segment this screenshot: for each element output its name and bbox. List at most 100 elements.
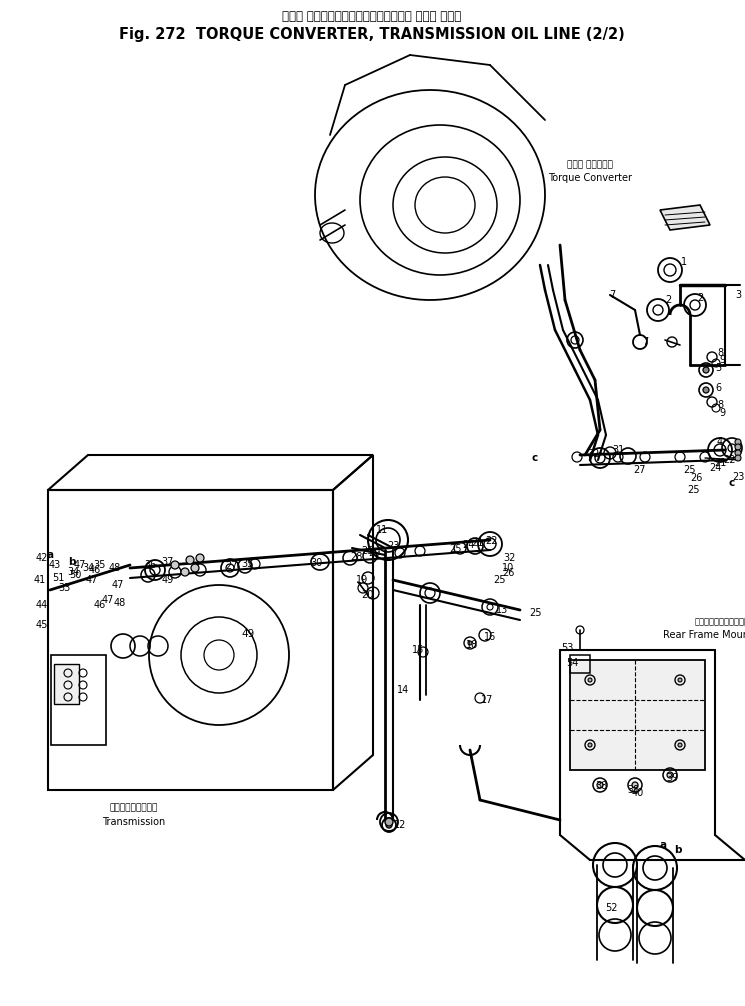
Text: リアフレームマウンティング: リアフレームマウンティング bbox=[695, 618, 745, 627]
Text: 26: 26 bbox=[690, 473, 703, 483]
Text: Fig. 272  TORQUE CONVERTER, TRANSMISSION OIL LINE (2/2): Fig. 272 TORQUE CONVERTER, TRANSMISSION … bbox=[119, 26, 625, 41]
Text: 53: 53 bbox=[561, 643, 573, 653]
Text: 45: 45 bbox=[36, 620, 48, 630]
Text: 12: 12 bbox=[394, 820, 406, 830]
Circle shape bbox=[735, 455, 741, 461]
Text: 34: 34 bbox=[82, 563, 94, 573]
Text: 39: 39 bbox=[666, 773, 678, 783]
Text: 32: 32 bbox=[504, 553, 516, 563]
Text: 7: 7 bbox=[642, 337, 648, 347]
Circle shape bbox=[597, 782, 603, 788]
Circle shape bbox=[386, 822, 392, 828]
Text: 47: 47 bbox=[86, 575, 98, 585]
Text: 18: 18 bbox=[466, 640, 478, 650]
Text: 26: 26 bbox=[502, 568, 514, 578]
Text: 34: 34 bbox=[67, 567, 79, 577]
Text: 25: 25 bbox=[361, 546, 373, 556]
Circle shape bbox=[703, 387, 709, 393]
Text: 5: 5 bbox=[715, 363, 721, 373]
Text: 25: 25 bbox=[450, 544, 462, 554]
Text: 25: 25 bbox=[529, 608, 542, 618]
Text: 21: 21 bbox=[471, 538, 484, 548]
Circle shape bbox=[385, 818, 393, 826]
Text: 48: 48 bbox=[114, 598, 126, 608]
Circle shape bbox=[186, 556, 194, 564]
Text: 10: 10 bbox=[502, 563, 514, 573]
Text: 6: 6 bbox=[715, 383, 721, 393]
Text: Torque Converter: Torque Converter bbox=[548, 173, 632, 183]
Text: 49: 49 bbox=[162, 575, 174, 585]
Text: 23: 23 bbox=[387, 541, 399, 551]
Circle shape bbox=[632, 782, 638, 788]
Text: 9: 9 bbox=[719, 408, 725, 418]
Text: b: b bbox=[69, 557, 76, 567]
Text: 19: 19 bbox=[356, 575, 368, 585]
Text: 35: 35 bbox=[94, 560, 107, 570]
Text: 36: 36 bbox=[144, 560, 156, 570]
Text: 27: 27 bbox=[634, 465, 646, 475]
Circle shape bbox=[468, 641, 472, 645]
Circle shape bbox=[678, 678, 682, 682]
Text: 24: 24 bbox=[708, 463, 721, 473]
Text: 15: 15 bbox=[412, 645, 424, 655]
Text: トルク コンバータ、トランスミッション オイル ライン: トルク コンバータ、トランスミッション オイル ライン bbox=[282, 9, 462, 22]
Text: a: a bbox=[46, 550, 54, 560]
Text: 25: 25 bbox=[687, 485, 700, 495]
Bar bbox=[570, 660, 705, 770]
Text: 41: 41 bbox=[34, 575, 46, 585]
Circle shape bbox=[196, 554, 204, 562]
Text: 23: 23 bbox=[732, 472, 744, 482]
Bar bbox=[570, 655, 590, 673]
Text: 31: 31 bbox=[612, 445, 624, 455]
Text: 46: 46 bbox=[89, 565, 101, 575]
Text: 2: 2 bbox=[697, 293, 703, 303]
Text: 46: 46 bbox=[94, 600, 106, 610]
Text: 37: 37 bbox=[162, 557, 174, 567]
Text: 4: 4 bbox=[717, 437, 723, 447]
Text: 52: 52 bbox=[605, 903, 618, 913]
Circle shape bbox=[181, 568, 189, 576]
Bar bbox=[51, 655, 106, 745]
Text: 48: 48 bbox=[109, 563, 121, 573]
Text: 38: 38 bbox=[595, 781, 607, 791]
Text: トルク コンバータ: トルク コンバータ bbox=[567, 161, 613, 169]
Text: 14: 14 bbox=[397, 685, 409, 695]
Text: c: c bbox=[532, 453, 538, 463]
Text: 2: 2 bbox=[665, 295, 671, 305]
Text: 30: 30 bbox=[310, 558, 322, 568]
Text: 3: 3 bbox=[735, 290, 741, 300]
Text: 50: 50 bbox=[69, 570, 81, 580]
Text: 44: 44 bbox=[36, 600, 48, 610]
Text: a: a bbox=[659, 840, 667, 850]
Text: b: b bbox=[674, 845, 682, 855]
Text: 33: 33 bbox=[58, 583, 70, 593]
Text: 11: 11 bbox=[376, 525, 388, 535]
Text: 20: 20 bbox=[361, 590, 373, 600]
Circle shape bbox=[667, 772, 673, 778]
Text: 32: 32 bbox=[588, 449, 600, 459]
Text: 17: 17 bbox=[481, 695, 493, 705]
Text: 22: 22 bbox=[486, 536, 498, 546]
Text: 1: 1 bbox=[681, 257, 687, 267]
Circle shape bbox=[171, 561, 179, 569]
Text: 47: 47 bbox=[112, 580, 124, 590]
Circle shape bbox=[735, 439, 741, 445]
Circle shape bbox=[678, 743, 682, 747]
Text: 16: 16 bbox=[484, 632, 496, 642]
Text: c: c bbox=[729, 478, 735, 488]
Circle shape bbox=[703, 367, 709, 373]
Text: 13: 13 bbox=[496, 605, 508, 615]
Text: Transmission: Transmission bbox=[102, 817, 165, 827]
Circle shape bbox=[735, 444, 741, 450]
Text: 38: 38 bbox=[627, 785, 639, 795]
Text: 42: 42 bbox=[36, 553, 48, 563]
Bar bbox=[54, 664, 79, 704]
Circle shape bbox=[735, 450, 741, 456]
Text: 54: 54 bbox=[565, 658, 578, 668]
Text: Rear Frame Mounting: Rear Frame Mounting bbox=[663, 630, 745, 640]
Polygon shape bbox=[660, 205, 710, 230]
Text: 7: 7 bbox=[609, 290, 615, 300]
Circle shape bbox=[588, 678, 592, 682]
Text: 47: 47 bbox=[74, 560, 86, 570]
Text: 27: 27 bbox=[226, 561, 238, 571]
